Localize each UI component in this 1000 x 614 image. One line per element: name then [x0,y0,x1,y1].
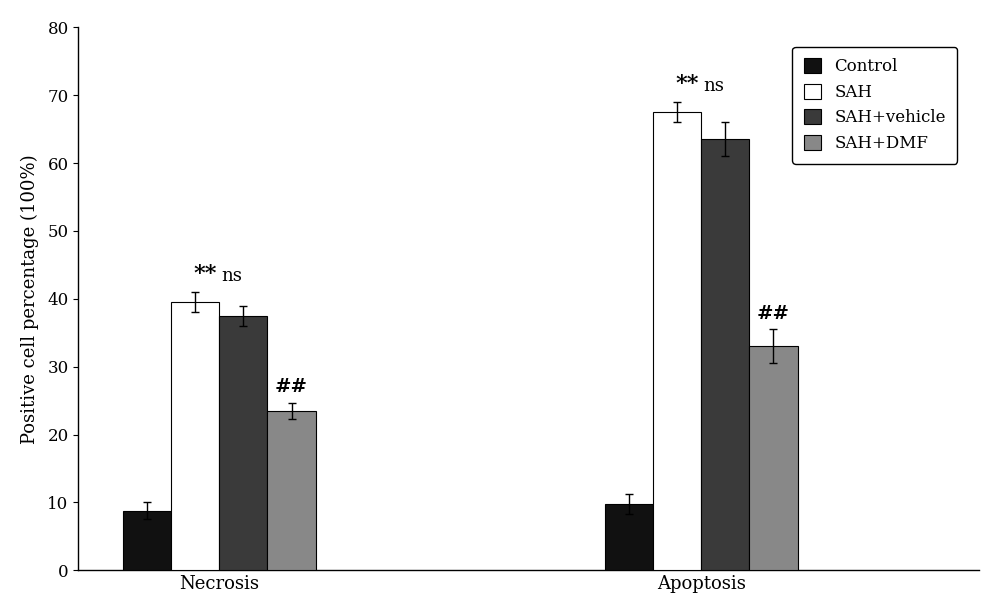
Y-axis label: Positive cell percentage (100%): Positive cell percentage (100%) [21,154,39,444]
Text: ns: ns [703,77,724,95]
Bar [267,411,316,570]
Legend: Control, SAH, SAH+vehicle, SAH+DMF: Control, SAH, SAH+vehicle, SAH+DMF [792,47,957,163]
Text: **: ** [676,73,699,95]
Bar [171,302,219,570]
Bar [123,511,171,570]
Text: **: ** [194,263,217,286]
Text: ##: ## [275,378,308,396]
Bar [219,316,267,570]
Bar [749,346,798,570]
Bar [653,112,701,570]
Text: ns: ns [221,267,242,286]
Bar [701,139,749,570]
Bar [605,504,653,570]
Text: ##: ## [757,305,790,322]
